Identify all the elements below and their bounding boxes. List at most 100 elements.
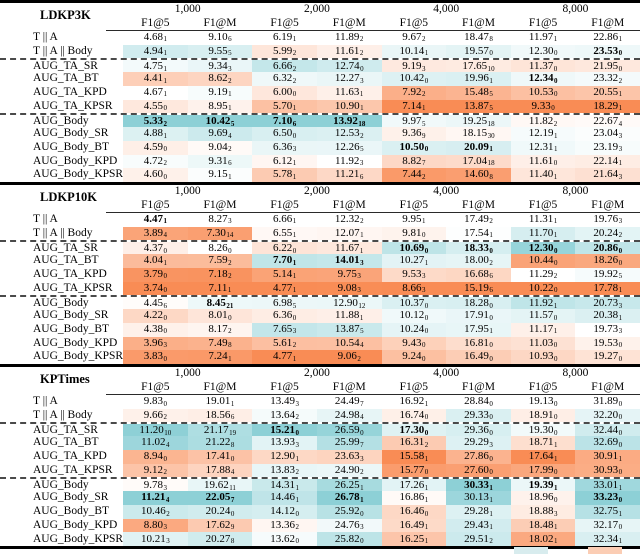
row-label: AUG_TA_KPSR [33, 99, 113, 112]
metric-value: 13.83 [270, 463, 295, 476]
metric-value: 9.66 [143, 408, 163, 421]
col-metric-header: F1@5 [528, 380, 558, 393]
table-row: AUG_Body_SR 4.22 0 8.01 0 6.36 0 11.88 1 10.12 0 17… [0, 309, 640, 323]
metric-cell: 11.97 1 [511, 31, 576, 45]
table-row: T || A || Body 3.89 4 7.30 14 6.55 1 12.07 1 9.81… [0, 226, 640, 241]
metric-stddev-subscript: 0 [163, 246, 167, 255]
metric-cell: 17.49 2 [446, 213, 511, 227]
metric-value: 11.17 [528, 322, 554, 335]
metric-cell: 8.80 3 [123, 518, 188, 533]
metric-stddev-subscript: 1 [292, 159, 297, 168]
metric-stddev-subscript: 2 [295, 523, 299, 532]
col-metric-header: F1@M [461, 198, 495, 211]
metric-header-row: F1@5 F1@M F1@5 F1@M F1@5 F1@M F1@5 F1@M [0, 16, 640, 30]
row-label: AUG_TA_SR [33, 242, 98, 255]
col-metric-header: F1@M [203, 198, 237, 211]
metric-value: 15.21 [270, 424, 295, 437]
metric-stddev-subscript: 0 [421, 231, 426, 240]
metric-cell: 7.10 6 [252, 115, 317, 129]
metric-cell: 23.32 2 [575, 72, 640, 86]
metric-cell: 7.24 1 [187, 350, 253, 365]
metric-value: 13.36 [270, 518, 295, 531]
metric-stddev-subscript: 1 [618, 454, 623, 463]
metric-cell: 10.90 1 [316, 99, 382, 114]
metric-cell: 8.45 21 [187, 297, 253, 311]
metric-stddev-subscript: 1 [227, 286, 232, 295]
metric-cell: 20.24 2 [575, 226, 640, 241]
metric-value: 22.67 [593, 115, 619, 128]
metric-stddev-subscript: 3 [163, 341, 167, 350]
metric-stddev-subscript: 2 [553, 119, 558, 128]
metric-stddev-subscript: 1 [292, 172, 297, 181]
metric-cell: 33.01 1 [575, 479, 640, 493]
table-row: AUG_TA_KPD 4.67 1 9.19 1 6.00 0 11.63 1 7.92 2 15.4… [0, 85, 640, 100]
metric-value: 18.00 [464, 254, 489, 267]
metric-cell: 9.06 2 [316, 350, 382, 365]
metric-cell: 17.30 0 [381, 424, 447, 438]
metric-cell: 3.96 3 [123, 336, 188, 351]
metric-cell: 14.31 1 [252, 479, 317, 493]
metric-cell: 29.28 1 [446, 504, 511, 519]
metric-cell: 23.19 3 [575, 140, 640, 155]
table-row: AUG_TA_KPSR 3.74 0 7.11 1 4.77 1 9.08 3 8.66 3 15.1… [0, 281, 640, 296]
metric-cell: 25.82 0 [316, 532, 382, 547]
metric-value: 23.32 [593, 72, 619, 85]
metric-value: 6.00 [272, 85, 293, 98]
metric-cell: 12.90 12 [316, 297, 382, 311]
metric-cell: 23.53 0 [575, 44, 640, 59]
metric-value: 15.48 [464, 85, 489, 98]
metric-stddev-subscript: 5 [618, 272, 623, 281]
metric-cell: 13.83 2 [252, 463, 317, 478]
metric-value: 14.12 [270, 505, 295, 518]
metric-stddev-subscript: 1 [553, 523, 558, 532]
metric-stddev-subscript: 8 [489, 35, 493, 44]
table-row: T || A 4.47 1 8.27 3 6.66 1 12.32 2 9.95 1 17.49 2 11… [0, 213, 640, 227]
col-group-header: 8,000 [562, 366, 589, 379]
metric-cell: 16.49 0 [446, 350, 511, 365]
metric-cell: 11.03 0 [510, 336, 576, 351]
metric-value: 11.29 [528, 267, 554, 280]
metric-stddev-subscript: 2 [228, 76, 232, 85]
metric-stddev-subscript: 3 [295, 440, 299, 449]
metric-stddev-subscript: 1 [421, 217, 426, 226]
metric-value: 12.53 [334, 127, 360, 140]
metric-cell: 28.84 0 [446, 395, 511, 409]
metric-cell: 20.09 1 [446, 140, 511, 155]
metric-cell: 12.26 5 [316, 140, 382, 155]
metric-value: 24.90 [334, 463, 360, 476]
col-metric-header: F1@M [591, 380, 625, 393]
metric-cell: 19.76 3 [575, 213, 640, 227]
metric-stddev-subscript: 1 [424, 258, 429, 267]
metric-value: 3.74 [143, 281, 163, 294]
metric-stddev-subscript: 1 [553, 217, 558, 226]
metric-stddev-subscript: 0 [292, 246, 297, 255]
metric-cell: 6.22 0 [252, 242, 317, 256]
metric-stddev-subscript: 1 [489, 76, 493, 85]
metric-cell: 9.95 1 [382, 213, 447, 227]
col-metric-header: F1@M [591, 198, 625, 211]
metric-value: 4.94 [143, 44, 163, 57]
metric-stddev-subscript: 0 [424, 313, 429, 322]
section-title: LDKP10K [40, 189, 97, 204]
metric-stddev-subscript: 1 [230, 399, 235, 408]
metric-stddev-subscript: 1 [489, 483, 493, 492]
metric-stddev-subscript: 0 [553, 90, 558, 99]
metric-cell: 7.30 14 [187, 226, 253, 241]
metric-cell: 19.39 1 [510, 479, 576, 493]
metric-cell: 6.36 3 [252, 140, 317, 155]
metric-value: 17.91 [464, 309, 489, 322]
metric-cell: 9.12 2 [123, 463, 188, 478]
metric-cell: 21.17 19 [187, 424, 253, 438]
metric-value: 11.31 [528, 212, 554, 225]
metric-cell: 11.37 0 [510, 60, 576, 74]
metric-stddev-subscript: 0 [163, 399, 167, 408]
metric-stddev-subscript: 1 [618, 90, 623, 99]
metric-value: 11.82 [528, 115, 554, 128]
metric-value: 32.17 [593, 518, 619, 531]
legend-swatch-positive [514, 547, 548, 554]
metric-cell: 4.41 1 [123, 72, 188, 86]
metric-value: 3.96 [143, 336, 163, 349]
metric-value: 21.64 [593, 168, 619, 181]
metric-stddev-subscript: 6 [489, 286, 493, 295]
metric-stddev-subscript: 1 [424, 399, 429, 408]
